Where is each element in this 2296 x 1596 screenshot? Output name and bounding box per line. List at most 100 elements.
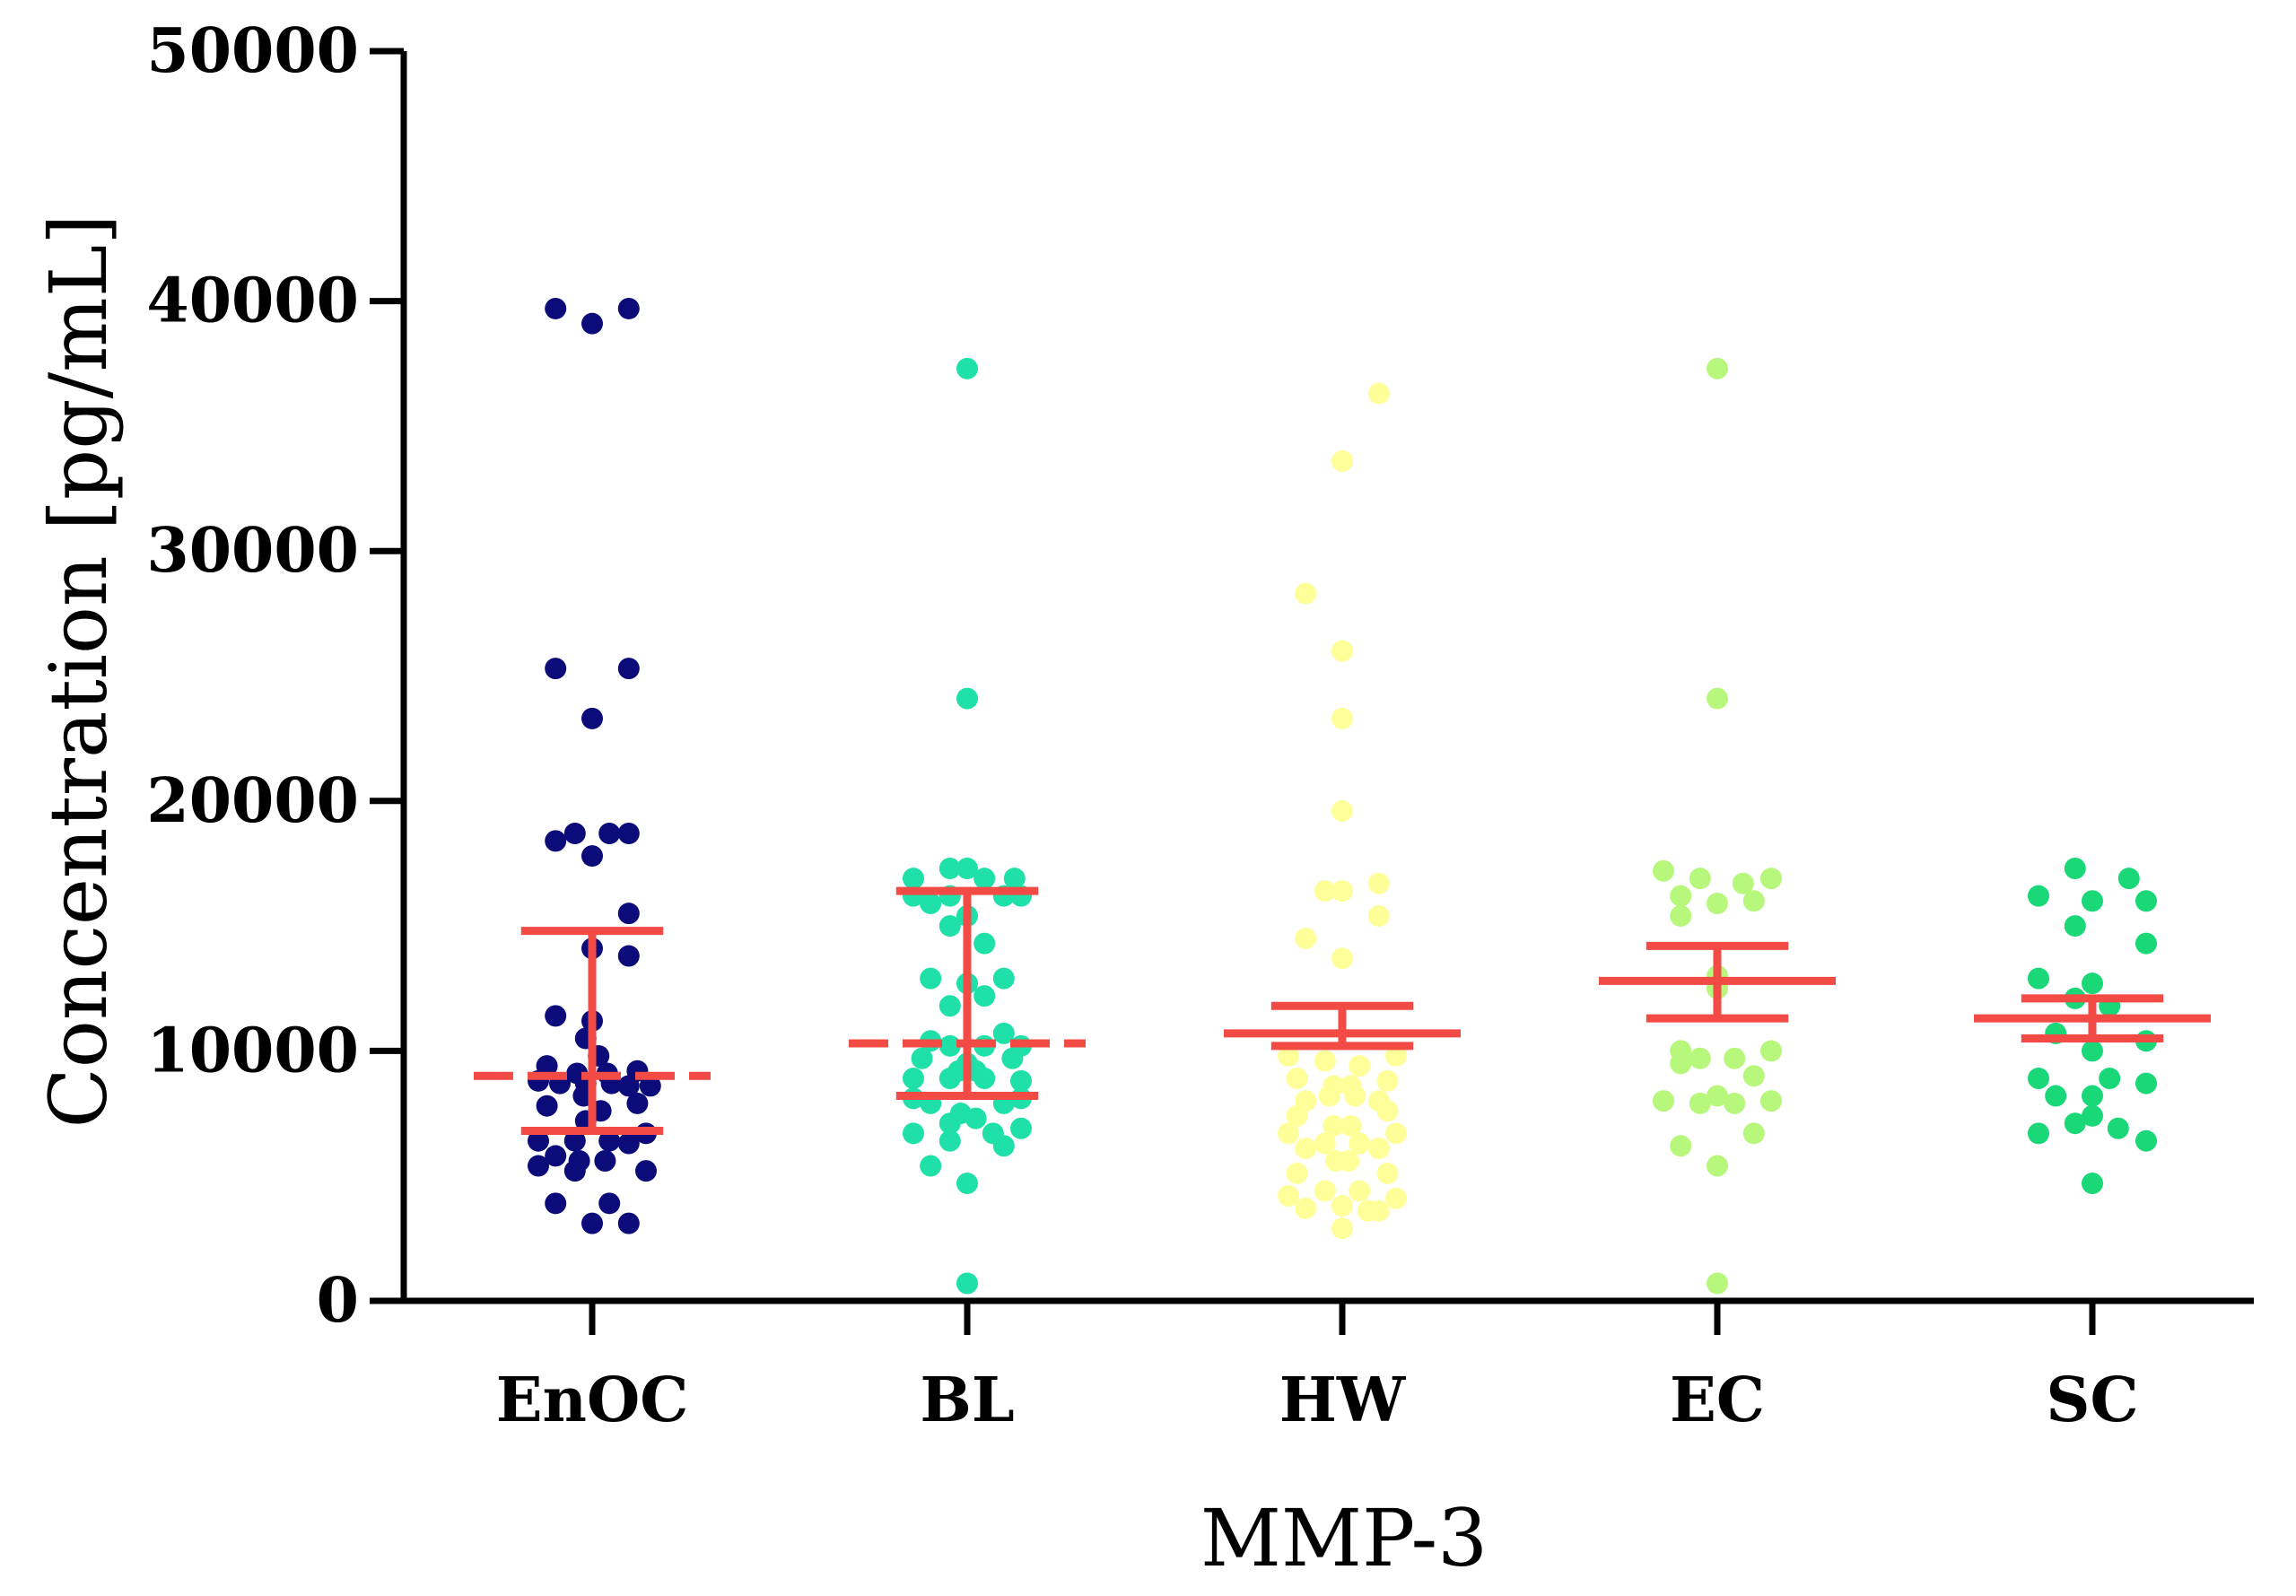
data-point xyxy=(1670,904,1692,927)
data-point xyxy=(1340,1114,1362,1137)
data-point xyxy=(1001,1047,1024,1069)
data-point xyxy=(1670,1052,1692,1075)
data-point xyxy=(1670,1135,1692,1157)
data-point xyxy=(598,1192,621,1215)
data-point xyxy=(1278,1184,1299,1207)
data-point xyxy=(617,297,640,319)
data-point xyxy=(598,1129,621,1152)
data-point xyxy=(2028,1122,2049,1145)
data-point xyxy=(1376,1069,1399,1092)
data-point xyxy=(545,1192,567,1215)
x-axis-title: MMP-3 xyxy=(1200,1492,1488,1584)
data-point xyxy=(581,312,603,335)
data-point xyxy=(965,1107,987,1129)
data-point xyxy=(973,985,996,1007)
data-point xyxy=(1349,1180,1371,1202)
data-point xyxy=(1385,1122,1407,1145)
data-point xyxy=(2082,1085,2103,1107)
data-point xyxy=(536,1095,558,1117)
data-point xyxy=(617,823,640,845)
data-point xyxy=(545,658,567,680)
data-point xyxy=(911,1047,933,1069)
data-point xyxy=(1286,1162,1308,1184)
data-point xyxy=(1367,872,1390,894)
data-point xyxy=(1670,885,1692,907)
data-point xyxy=(545,297,567,319)
data-point xyxy=(1707,1155,1728,1177)
data-point xyxy=(1295,582,1317,605)
data-point xyxy=(1367,1199,1390,1222)
data-point xyxy=(545,830,567,852)
y-axis-title: Concentration [pg/mL] xyxy=(32,214,125,1129)
data-point xyxy=(1286,1068,1308,1090)
data-point xyxy=(594,1149,616,1172)
data-point xyxy=(1331,880,1353,903)
data-point xyxy=(1331,707,1353,729)
data-point xyxy=(1314,1180,1336,1202)
data-point xyxy=(1010,1117,1032,1139)
x-tick-label: BL xyxy=(920,1365,1014,1436)
data-point xyxy=(1760,868,1782,890)
data-point xyxy=(1732,872,1754,894)
data-point xyxy=(1653,1090,1674,1112)
data-point xyxy=(1707,893,1728,915)
data-point xyxy=(1331,947,1353,970)
data-point xyxy=(956,1272,978,1295)
data-point xyxy=(1323,1114,1345,1137)
data-point xyxy=(1653,859,1674,882)
data-point xyxy=(1376,1100,1399,1122)
data-point xyxy=(2082,1040,2103,1062)
data-point xyxy=(598,823,621,845)
data-point xyxy=(920,967,942,990)
data-point xyxy=(581,707,603,729)
data-point xyxy=(545,1005,567,1027)
data-point xyxy=(1278,1122,1299,1145)
data-point xyxy=(1724,1047,1746,1069)
data-point xyxy=(2064,915,2086,938)
data-point xyxy=(528,1129,549,1152)
data-point xyxy=(1760,1040,1782,1062)
data-point xyxy=(1724,1092,1746,1114)
data-point xyxy=(956,357,978,379)
data-point xyxy=(1314,1050,1336,1072)
data-point xyxy=(2082,890,2103,912)
data-point xyxy=(2045,1085,2067,1107)
data-point xyxy=(938,1034,961,1057)
data-point xyxy=(2064,1112,2086,1135)
data-point xyxy=(617,1212,640,1234)
data-point xyxy=(956,858,978,880)
data-point xyxy=(1742,1122,1765,1145)
data-point xyxy=(903,1068,924,1090)
data-point xyxy=(1385,1044,1407,1067)
data-point xyxy=(2135,1129,2157,1152)
data-point xyxy=(635,1160,657,1182)
data-point xyxy=(992,1022,1015,1044)
data-point xyxy=(1344,1085,1366,1107)
data-point xyxy=(938,1112,961,1135)
data-point xyxy=(973,868,996,890)
data-point xyxy=(903,1122,924,1145)
data-point xyxy=(2028,885,2049,907)
data-point xyxy=(1367,1138,1390,1160)
data-point xyxy=(938,995,961,1017)
data-point xyxy=(1742,1065,1765,1087)
data-point xyxy=(2117,868,2140,890)
data-point xyxy=(1689,868,1711,890)
data-point xyxy=(1707,1085,1728,1107)
data-point xyxy=(626,1092,649,1114)
data-point xyxy=(2028,967,2049,990)
data-point xyxy=(938,1068,961,1090)
data-point xyxy=(973,932,996,955)
y-tick-label: 10000 xyxy=(146,1015,359,1086)
data-point xyxy=(920,893,942,915)
data-point xyxy=(1707,687,1728,710)
data-point xyxy=(1760,1090,1782,1112)
y-tick-label: 30000 xyxy=(146,515,359,587)
data-point xyxy=(938,915,961,938)
data-point xyxy=(617,945,640,967)
data-point xyxy=(563,1160,586,1182)
data-point xyxy=(956,687,978,710)
data-point xyxy=(938,858,961,880)
points-layer xyxy=(528,297,2157,1295)
